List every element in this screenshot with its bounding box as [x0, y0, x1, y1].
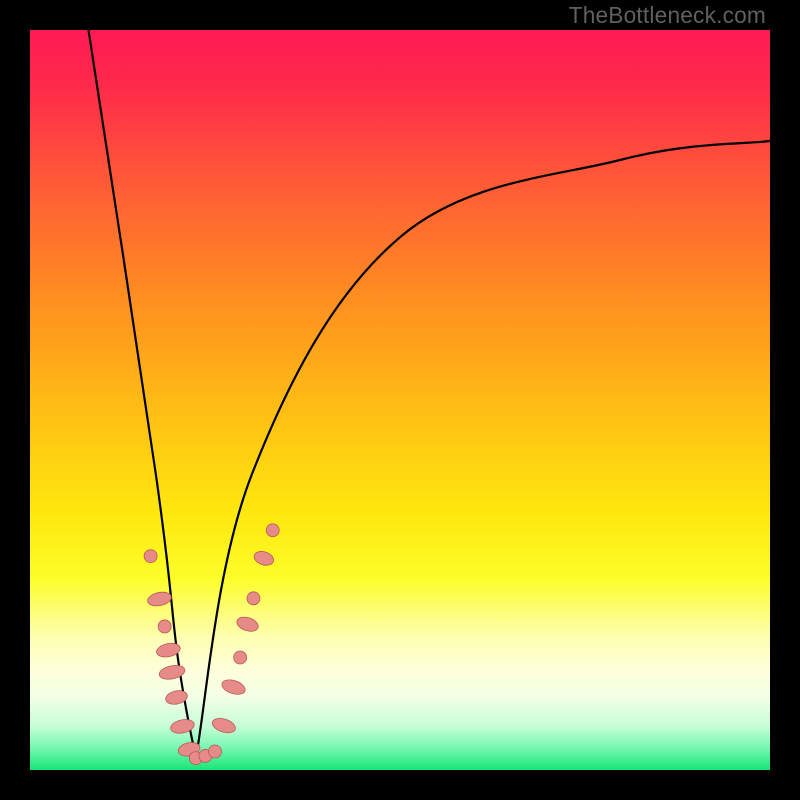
data-point-marker: [266, 524, 279, 537]
data-point-marker: [210, 716, 237, 736]
watermark-text: TheBottleneck.com: [569, 2, 766, 29]
plot-area: [30, 30, 770, 770]
data-point-marker: [235, 615, 260, 634]
data-point-marker: [234, 651, 247, 664]
chart-root: TheBottleneck.com: [0, 0, 800, 800]
data-point-marker: [144, 550, 157, 563]
data-point-marker: [252, 549, 275, 568]
data-point-marker: [146, 590, 172, 608]
data-point-marker: [209, 745, 222, 758]
curve-overlay: [30, 30, 770, 770]
data-point-marker: [158, 620, 171, 633]
data-point-marker: [247, 592, 260, 605]
data-point-marker: [220, 677, 247, 697]
curve-right-branch: [196, 141, 770, 758]
